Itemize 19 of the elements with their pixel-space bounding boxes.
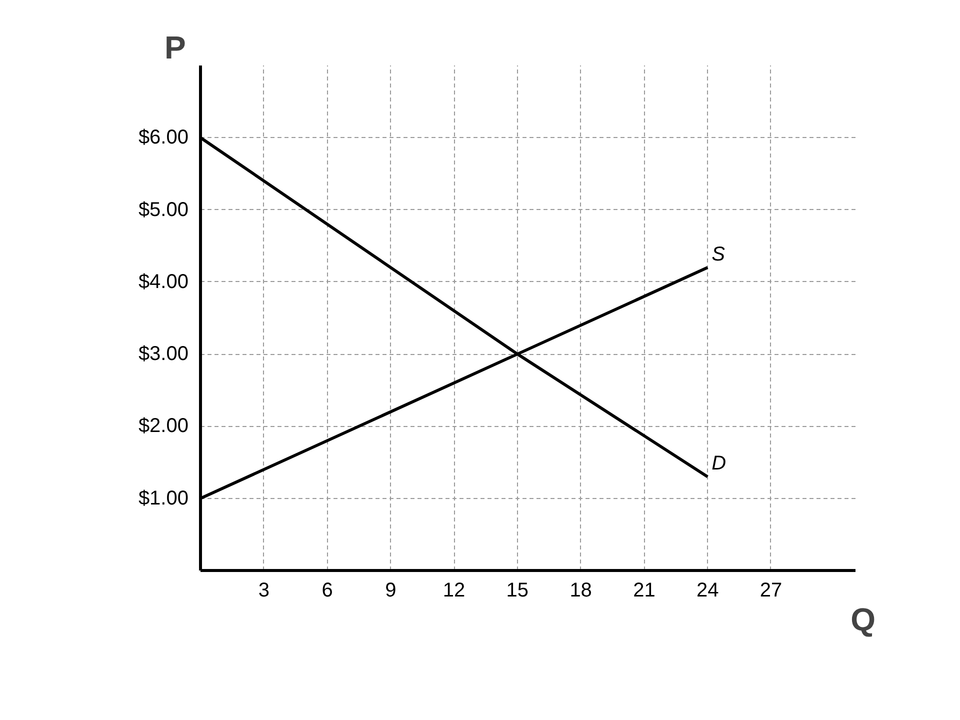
x-tick-label: 6	[322, 580, 333, 602]
x-tick-label: 12	[442, 580, 466, 602]
series-label: D	[712, 452, 726, 475]
series-label: S	[712, 244, 726, 266]
y-tick-label: $2.00	[138, 415, 189, 438]
y-tick-label: $5.00	[138, 198, 189, 221]
y-axis-title: P	[164, 30, 186, 66]
y-tick-label: $4.00	[138, 270, 189, 293]
x-tick-label: 3	[258, 580, 270, 602]
y-tick-label: $6.00	[138, 126, 189, 149]
x-tick-label: 18	[570, 580, 592, 602]
x-tick-label: 27	[760, 580, 782, 602]
y-tick-label: $1.00	[138, 487, 189, 510]
x-tick-label: 24	[696, 580, 719, 602]
x-axis-title: Q	[850, 602, 876, 638]
y-tick-label: $3.00	[138, 343, 189, 366]
x-tick-label: 15	[506, 580, 529, 602]
x-tick-label: 9	[385, 580, 396, 602]
x-tick-label: 21	[633, 580, 656, 602]
